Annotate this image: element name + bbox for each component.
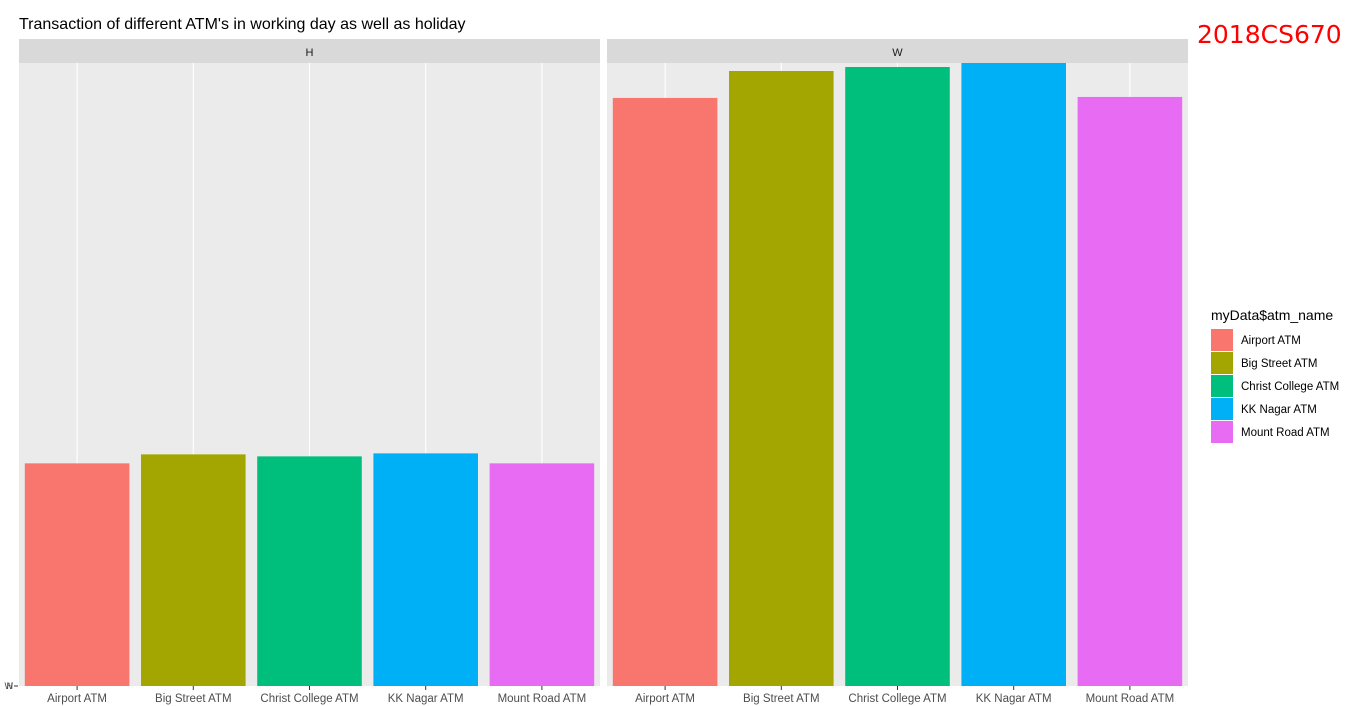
x-tick-label: KK Nagar ATM	[976, 693, 1052, 705]
facet-strip-label: W	[892, 47, 903, 59]
legend-key	[1211, 329, 1233, 351]
facet-panels: H Airport ATM Big Street ATM Christ College…	[5, 39, 1188, 705]
bar-h-3	[257, 456, 362, 686]
legend-label: Christ College ATM	[1241, 381, 1339, 393]
legend-key	[1211, 375, 1233, 397]
bar-h-5	[489, 463, 595, 686]
legend-label: Big Street ATM	[1241, 358, 1317, 370]
bar-w-3	[845, 66, 950, 686]
x-tick-label: Airport ATM	[635, 693, 695, 705]
facet-strip	[19, 39, 600, 63]
facet-strip	[607, 39, 1188, 63]
x-tick-label: KK Nagar ATM	[388, 693, 464, 705]
facet-strip-label: H	[306, 47, 314, 59]
legend: myData$atm_name Airport ATM Big Street AT…	[1211, 307, 1339, 443]
bar-w-2	[729, 70, 834, 686]
bar-h-4	[373, 453, 478, 686]
legend-label: Mount Road ATM	[1241, 427, 1330, 439]
y-tick-label: H	[7, 681, 14, 691]
chart-title: Transaction of different ATM's in workin…	[19, 16, 466, 33]
x-tick-label: Christ College ATM	[260, 693, 358, 705]
legend-title: myData$atm_name	[1211, 307, 1333, 323]
x-tick-label: Big Street ATM	[743, 693, 819, 705]
bar-h-1	[24, 463, 130, 686]
watermark-text: 2018CS670	[1197, 20, 1342, 49]
legend-key	[1211, 352, 1233, 374]
legend-key	[1211, 421, 1233, 443]
legend-label: KK Nagar ATM	[1241, 404, 1317, 416]
x-tick-label: Mount Road ATM	[498, 693, 587, 705]
bar-w-4	[961, 63, 1066, 686]
facet-panel-h: H Airport ATM Big Street ATM Christ College…	[19, 39, 600, 705]
y-tick-label: W	[5, 681, 14, 691]
bar-w-1	[612, 97, 718, 686]
legend-key	[1211, 398, 1233, 420]
x-tick-label: Christ College ATM	[848, 693, 946, 705]
x-tick-label: Airport ATM	[47, 693, 107, 705]
bar-h-2	[141, 454, 246, 686]
facet-panel-w: W Airport ATM Big Street ATM Christ College…	[607, 39, 1188, 705]
x-tick-label: Mount Road ATM	[1086, 693, 1175, 705]
bar-w-5	[1077, 96, 1183, 687]
x-tick-label: Big Street ATM	[155, 693, 231, 705]
legend-label: Airport ATM	[1241, 335, 1301, 347]
